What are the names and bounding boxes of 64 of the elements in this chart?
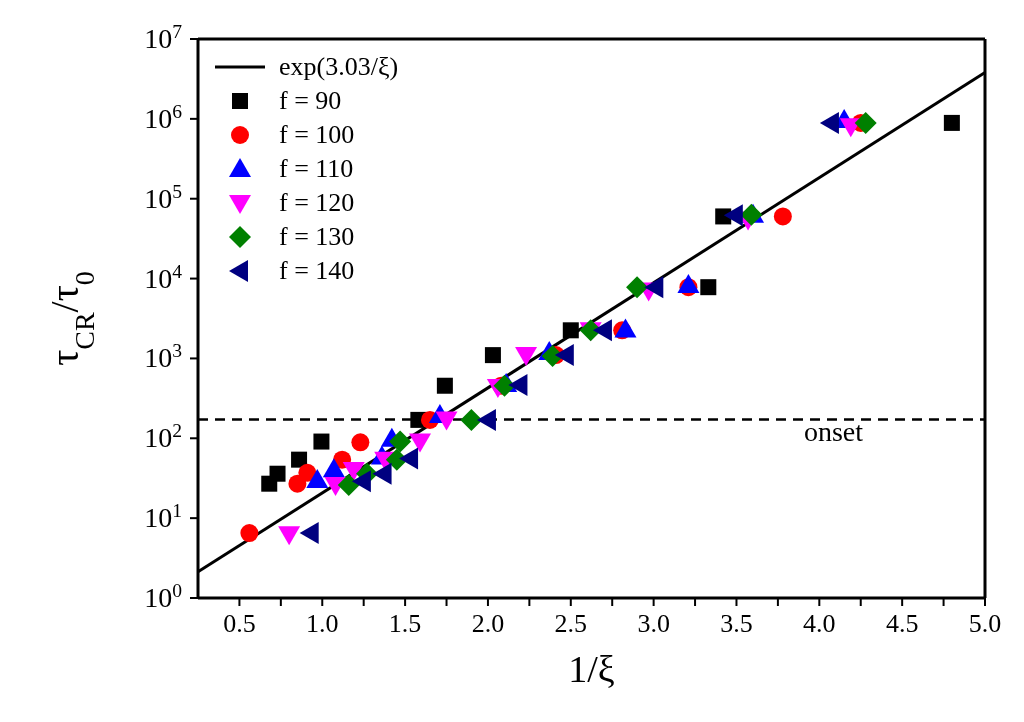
point — [435, 411, 458, 431]
x-tick-label: 1.5 — [388, 609, 422, 638]
point — [372, 462, 392, 485]
point — [240, 524, 259, 543]
x-tick-label: 2.5 — [554, 609, 588, 638]
point — [306, 469, 329, 489]
y-tick-label: 10$^{2}$ — [144, 419, 182, 454]
x-tick-label: 0.5 — [223, 609, 256, 638]
point — [515, 347, 538, 367]
legend-label: f = 110 — [279, 153, 354, 185]
point — [351, 433, 370, 452]
point — [278, 526, 301, 546]
x-tick-label: 1.0 — [306, 609, 339, 638]
y-tick-label: 10$^{0}$ — [144, 579, 183, 613]
y-tick-label: 10$^{4}$ — [144, 260, 183, 294]
y-tick-label: 10$^{7}$ — [144, 20, 183, 54]
x-tick-label: 4.0 — [803, 609, 836, 638]
point — [773, 207, 792, 226]
point — [291, 451, 308, 468]
point — [819, 111, 839, 134]
point — [342, 462, 365, 482]
point — [614, 318, 637, 338]
y-tick-label: 10$^{1}$ — [144, 499, 182, 534]
point — [313, 433, 330, 450]
point — [484, 347, 501, 364]
point — [436, 377, 453, 394]
point — [626, 276, 649, 299]
point — [700, 279, 717, 296]
legend-label: exp(3.03/ξ) — [279, 51, 399, 83]
legend-label: f = 100 — [279, 119, 355, 151]
point — [351, 470, 371, 493]
point — [269, 465, 286, 482]
point — [644, 276, 664, 299]
point — [943, 114, 960, 131]
point — [337, 474, 360, 496]
legend-label: f = 140 — [279, 255, 355, 287]
point — [508, 373, 528, 396]
point — [399, 447, 419, 470]
x-tick-label: 4.5 — [885, 609, 919, 638]
point — [493, 374, 516, 397]
point — [389, 430, 412, 453]
point — [476, 408, 496, 431]
point — [592, 319, 612, 342]
point — [854, 111, 877, 134]
point — [562, 322, 579, 339]
y-tick-label: 10$^{3}$ — [144, 339, 183, 374]
x-tick-label: 3.0 — [637, 609, 670, 638]
legend-label: f = 90 — [279, 85, 342, 117]
y-tick-label: 10$^{6}$ — [144, 100, 183, 134]
legend-label: f = 130 — [279, 221, 355, 253]
point — [723, 204, 743, 227]
x-axis-title: 1/ξ — [568, 648, 615, 690]
point — [409, 433, 432, 453]
point — [299, 522, 319, 545]
x-tick-label: 3.5 — [720, 609, 753, 638]
x-tick-label: 5.0 — [968, 609, 1002, 638]
y-tick-label: 10$^{5}$ — [144, 180, 183, 214]
x-tick-label: 2.0 — [471, 609, 505, 638]
point — [554, 344, 574, 367]
ref-line-label: onset — [803, 416, 864, 448]
point — [460, 408, 483, 431]
point — [322, 458, 345, 478]
point — [298, 463, 317, 482]
legend-label: f = 120 — [279, 187, 355, 219]
